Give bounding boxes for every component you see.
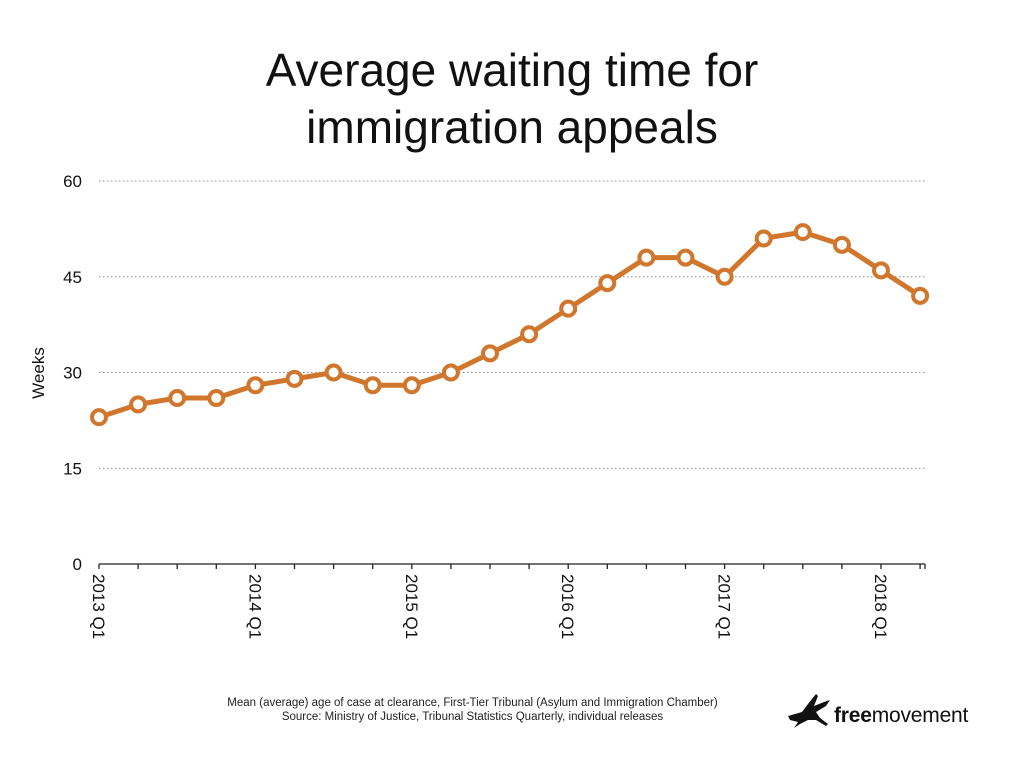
x-tick-label: 2017 Q1 — [715, 574, 734, 639]
data-point — [402, 376, 421, 395]
data-point — [754, 229, 773, 248]
x-tick-label: 2014 Q1 — [245, 574, 264, 639]
data-point — [324, 363, 343, 382]
y-axis-tick-labels: 0 15 30 45 60 — [63, 172, 82, 574]
data-point — [363, 376, 382, 395]
logo-text-free: free — [834, 704, 872, 727]
x-tick-label: 2015 Q1 — [402, 574, 421, 639]
y-tick-label: 15 — [63, 459, 82, 478]
data-point — [246, 376, 265, 395]
logo-text-movement: movement — [871, 704, 969, 727]
footnote: Mean (average) age of case at clearance,… — [150, 696, 795, 724]
data-point — [637, 248, 656, 267]
footnote-source: Source: Ministry of Justice, Tribunal St… — [281, 711, 664, 723]
y-tick-label: 30 — [63, 364, 82, 383]
data-point — [598, 274, 617, 293]
data-point — [832, 235, 851, 254]
x-tick-label: 2013 Q1 — [89, 574, 108, 639]
bird-icon — [788, 694, 830, 728]
x-tick-label: 2018 Q1 — [871, 574, 890, 639]
data-point — [872, 261, 890, 280]
x-axis-tick-labels: 2013 Q1 2014 Q1 2015 Q1 2016 Q1 2017 Q1 2018 … — [89, 574, 890, 639]
series-line — [96, 229, 923, 420]
data-point — [285, 369, 304, 388]
gridlines — [99, 180, 925, 469]
data-point — [676, 248, 695, 267]
y-tick-label: 45 — [63, 268, 82, 287]
freemovement-logo: freemovement — [786, 690, 1006, 734]
data-point — [441, 363, 460, 382]
footnote-line-1: Mean (average) age of case at clearance,… — [227, 697, 718, 709]
data-point — [911, 286, 930, 305]
logo-text: freemovement — [834, 704, 968, 728]
chart-title: Average waiting time for immigration app… — [0, 42, 1024, 156]
y-axis-label: Weeks — [29, 347, 48, 399]
data-point — [168, 389, 187, 408]
data-point — [559, 299, 578, 318]
data-point — [520, 325, 539, 344]
x-tick-label: 2016 Q1 — [558, 574, 577, 639]
data-point — [207, 389, 226, 408]
data-point — [715, 267, 734, 286]
data-point — [481, 344, 499, 363]
chart-title-line-1: Average waiting time for — [265, 44, 759, 96]
data-point — [793, 223, 812, 242]
series-points — [90, 223, 930, 427]
data-point — [129, 395, 148, 414]
x-axis — [98, 563, 926, 569]
data-point — [90, 408, 108, 427]
chart-title-line-2: immigration appeals — [306, 101, 718, 153]
y-tick-label: 60 — [63, 172, 82, 191]
y-tick-label: 0 — [73, 555, 82, 574]
